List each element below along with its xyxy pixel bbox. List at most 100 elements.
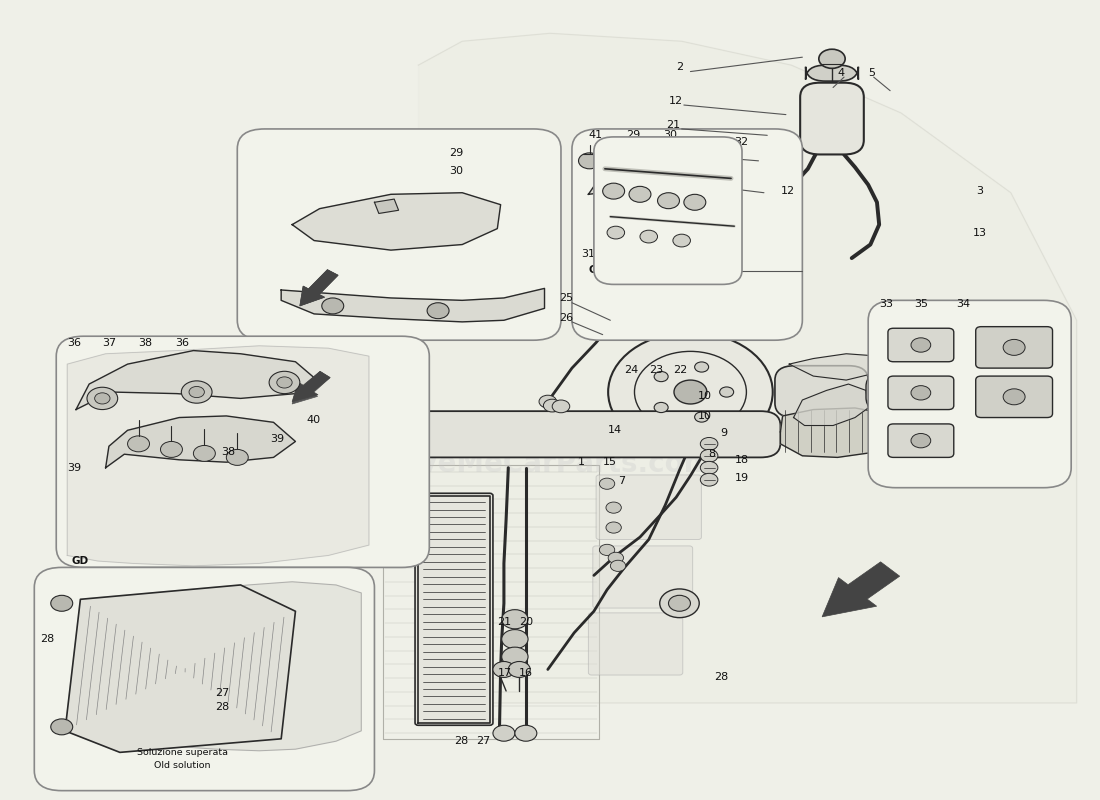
- Circle shape: [502, 630, 528, 649]
- Circle shape: [539, 395, 557, 408]
- Text: 36: 36: [67, 338, 81, 347]
- Text: 16: 16: [519, 668, 534, 678]
- Text: 10: 10: [698, 391, 712, 401]
- Circle shape: [669, 595, 691, 611]
- Text: 12: 12: [780, 186, 794, 196]
- Polygon shape: [293, 371, 330, 402]
- Text: 35: 35: [914, 299, 928, 310]
- Polygon shape: [282, 288, 544, 322]
- Text: 28: 28: [715, 673, 729, 682]
- Text: 10: 10: [698, 411, 712, 421]
- Circle shape: [702, 170, 724, 186]
- Text: 18: 18: [735, 454, 748, 465]
- Text: 39: 39: [67, 462, 81, 473]
- Circle shape: [996, 458, 1022, 478]
- FancyBboxPatch shape: [805, 65, 858, 81]
- Circle shape: [608, 332, 772, 452]
- Circle shape: [493, 662, 515, 678]
- FancyBboxPatch shape: [238, 129, 561, 340]
- Text: 27: 27: [216, 688, 230, 698]
- Text: Old solution: Old solution: [154, 761, 211, 770]
- Circle shape: [818, 50, 845, 68]
- FancyBboxPatch shape: [415, 494, 493, 726]
- Text: 7: 7: [618, 476, 625, 486]
- Circle shape: [1003, 389, 1025, 405]
- Circle shape: [502, 610, 528, 629]
- Text: GiveMeCarParts.com: GiveMeCarParts.com: [387, 450, 713, 478]
- Polygon shape: [241, 411, 320, 458]
- Polygon shape: [374, 199, 398, 214]
- Circle shape: [870, 378, 892, 394]
- Circle shape: [270, 371, 300, 394]
- Circle shape: [701, 474, 718, 486]
- Circle shape: [427, 302, 449, 318]
- Text: 38: 38: [221, 447, 235, 457]
- Text: 31: 31: [581, 249, 595, 259]
- FancyBboxPatch shape: [588, 613, 683, 675]
- FancyBboxPatch shape: [56, 336, 429, 567]
- Circle shape: [606, 502, 621, 514]
- Text: 28: 28: [40, 634, 54, 644]
- Circle shape: [654, 402, 668, 413]
- Circle shape: [694, 362, 708, 372]
- Text: 38: 38: [139, 338, 153, 347]
- Circle shape: [552, 400, 570, 413]
- Text: 8: 8: [708, 450, 715, 459]
- Circle shape: [227, 450, 249, 466]
- FancyBboxPatch shape: [868, 300, 1071, 488]
- Text: 33: 33: [879, 299, 893, 310]
- Text: 30: 30: [663, 130, 676, 140]
- Text: 17: 17: [497, 668, 512, 678]
- Circle shape: [277, 377, 293, 388]
- Circle shape: [189, 386, 205, 398]
- Circle shape: [1003, 339, 1025, 355]
- Text: 26: 26: [559, 313, 573, 323]
- FancyBboxPatch shape: [320, 411, 780, 458]
- Text: 19: 19: [735, 473, 748, 483]
- Polygon shape: [780, 408, 906, 458]
- Text: 39: 39: [271, 434, 284, 444]
- Circle shape: [493, 726, 515, 742]
- Text: 28: 28: [454, 736, 469, 746]
- Circle shape: [701, 438, 718, 450]
- FancyBboxPatch shape: [594, 137, 742, 285]
- Text: 2: 2: [676, 62, 683, 72]
- FancyBboxPatch shape: [888, 328, 954, 362]
- Text: 3: 3: [976, 186, 982, 196]
- Polygon shape: [793, 384, 868, 426]
- Text: 22: 22: [673, 365, 688, 374]
- Circle shape: [658, 193, 680, 209]
- Circle shape: [911, 386, 931, 400]
- Circle shape: [674, 380, 707, 404]
- Polygon shape: [106, 416, 296, 468]
- Circle shape: [713, 185, 735, 201]
- Text: 21: 21: [667, 120, 681, 130]
- Circle shape: [322, 298, 343, 314]
- Polygon shape: [76, 350, 315, 410]
- Circle shape: [684, 194, 706, 210]
- Circle shape: [508, 662, 530, 678]
- Circle shape: [607, 226, 625, 239]
- Circle shape: [660, 589, 700, 618]
- Polygon shape: [649, 223, 684, 253]
- Polygon shape: [789, 354, 892, 380]
- Text: 4: 4: [837, 68, 845, 78]
- Circle shape: [719, 387, 734, 397]
- Circle shape: [701, 462, 718, 474]
- Text: 27: 27: [476, 736, 491, 746]
- Polygon shape: [822, 562, 900, 617]
- Text: 30: 30: [449, 166, 463, 176]
- Text: 36: 36: [175, 338, 189, 347]
- FancyBboxPatch shape: [596, 475, 702, 539]
- Circle shape: [868, 392, 894, 411]
- Text: 15: 15: [603, 457, 617, 467]
- Circle shape: [128, 436, 150, 452]
- Text: 24: 24: [625, 365, 639, 374]
- Polygon shape: [67, 346, 368, 566]
- FancyBboxPatch shape: [774, 366, 868, 418]
- Polygon shape: [588, 149, 724, 194]
- Circle shape: [515, 726, 537, 742]
- Text: Soluzione superata: Soluzione superata: [136, 748, 228, 757]
- Circle shape: [87, 387, 118, 410]
- Text: 14: 14: [608, 426, 623, 435]
